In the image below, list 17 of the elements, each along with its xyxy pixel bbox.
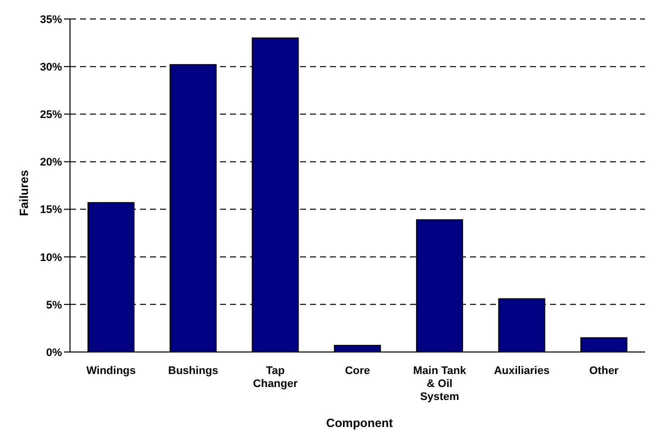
x-tick-label: Core — [344, 365, 370, 377]
y-tick-label: 25% — [40, 109, 62, 122]
y-tick-label: 35% — [40, 14, 62, 26]
x-tick-label: Windings — [86, 365, 136, 377]
y-tick-label: 15% — [40, 204, 62, 216]
y-tick-label: 20% — [40, 156, 62, 169]
y-axis-title: Failures — [17, 168, 31, 218]
y-tick-label: 30% — [40, 61, 62, 74]
x-tick-label: Auxiliaries — [494, 365, 550, 377]
x-tick-label: Main Tank & Oil System — [413, 365, 468, 403]
y-tick-label: 10% — [40, 252, 62, 264]
y-tick-label: 0% — [46, 346, 62, 359]
x-tick-label: Bushings — [168, 365, 218, 377]
y-tick-label: 5% — [46, 299, 62, 312]
x-axis-title: Component — [325, 416, 394, 430]
x-tick-label: Other — [589, 365, 620, 377]
x-tick-label: Tap Changer — [253, 365, 298, 390]
